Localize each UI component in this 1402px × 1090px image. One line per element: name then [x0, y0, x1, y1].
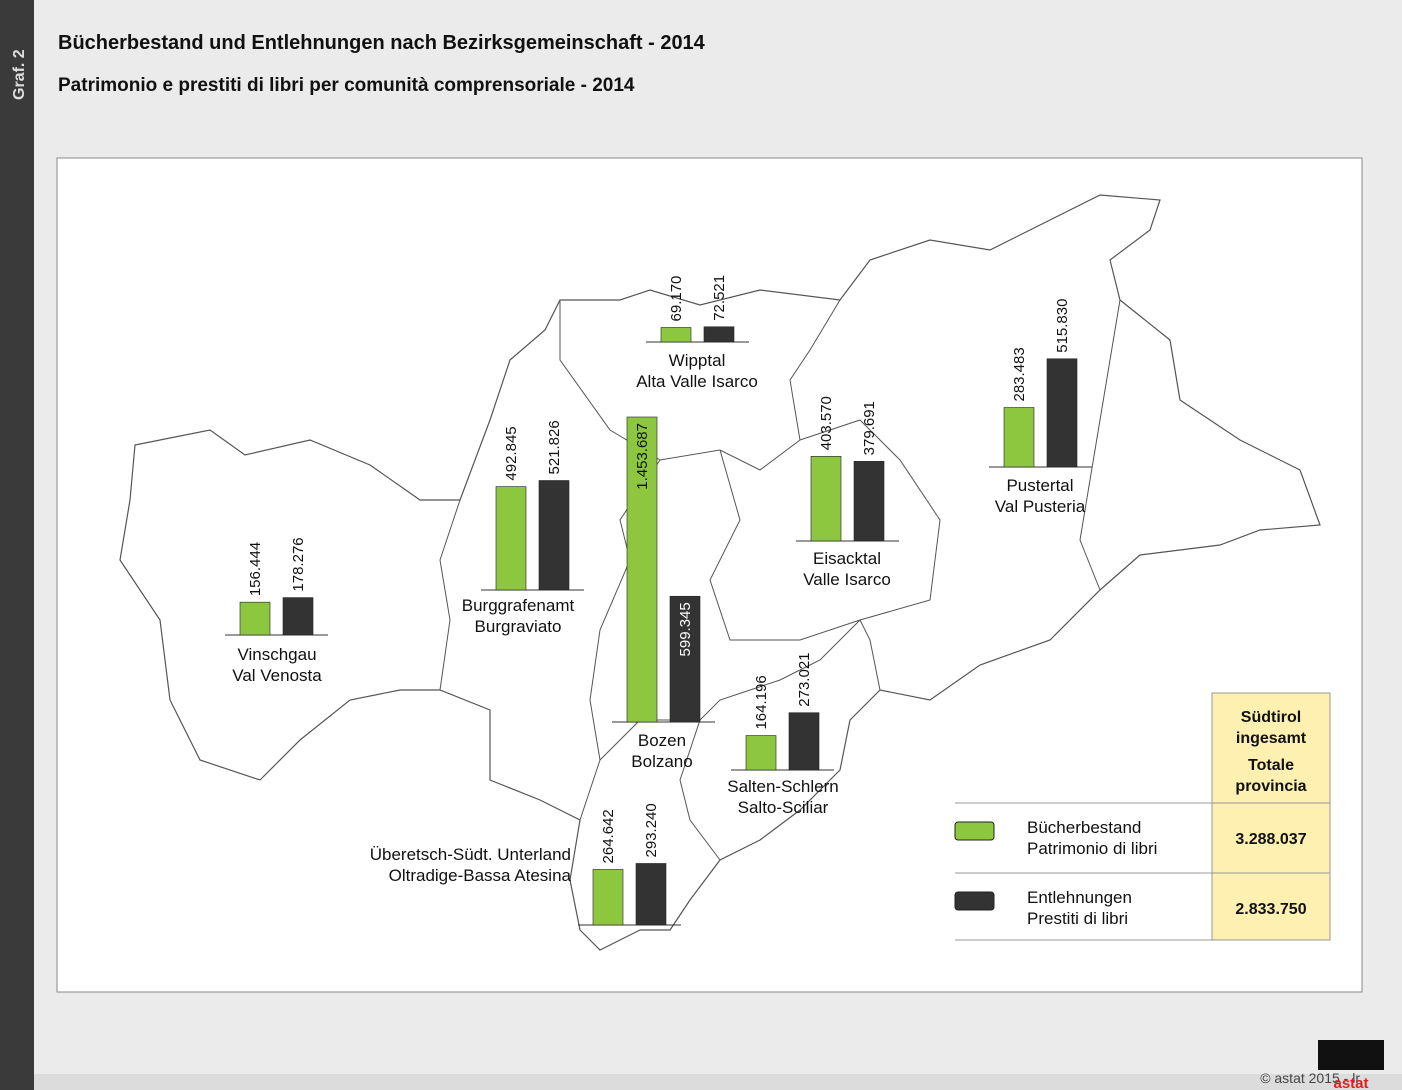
footer-text: © astat 2015 - lr: [1260, 1070, 1360, 1086]
bar: [660, 327, 692, 343]
value-label: 403.570: [818, 396, 835, 450]
legend-label: Entlehnungen: [1027, 888, 1132, 907]
region-label: Burgraviato: [475, 617, 562, 636]
footer-bar: [34, 1074, 1402, 1090]
value-label: 515.830: [1054, 299, 1071, 353]
legend-label: Bücherbestand: [1027, 818, 1141, 837]
total-value: 2.833.750: [1235, 901, 1306, 918]
region-label: Alta Valle Isarco: [636, 372, 758, 391]
legend-label: Prestiti di libri: [1027, 909, 1128, 928]
value-label: 1.453.687: [634, 423, 651, 490]
totals-header: Totale: [1248, 757, 1294, 774]
value-label: 273.021: [796, 652, 813, 706]
totals-header: provincia: [1235, 778, 1306, 795]
bar: [788, 712, 820, 771]
title: Bücherbestand und Entlehnungen nach Bezi…: [58, 32, 706, 54]
value-label: 599.345: [677, 602, 694, 656]
bar: [635, 863, 667, 926]
bar: [669, 595, 701, 723]
logo: astat: [1333, 1075, 1368, 1090]
value-label: 178.276: [290, 537, 307, 591]
value-label: 164.196: [753, 675, 770, 729]
side-bar: [0, 0, 34, 1090]
region-label: Wipptal: [669, 351, 726, 370]
bar: [592, 869, 624, 926]
region-label: Burggrafenamt: [462, 596, 575, 615]
bar: [703, 326, 735, 343]
subtitle: Patrimonio e prestiti di libri per comun…: [58, 75, 635, 96]
value-label: 156.444: [247, 542, 264, 596]
region-label: Bolzano: [631, 752, 692, 771]
map-frame: [56, 157, 1363, 993]
bar: [538, 480, 570, 591]
value-label: 69.170: [668, 276, 685, 322]
value-label: 72.521: [711, 275, 728, 321]
region-label: Eisacktal: [813, 549, 881, 568]
bar: [626, 416, 658, 723]
value-label: 492.845: [503, 426, 520, 480]
region-label: Pustertal: [1006, 476, 1073, 495]
map-outline: [119, 194, 1321, 951]
logo-mark: [1318, 1040, 1384, 1070]
value-label: 293.240: [643, 803, 660, 857]
region-label: Valle Isarco: [803, 570, 891, 589]
total-value: 3.288.037: [1235, 831, 1306, 848]
legend-table: [955, 692, 1331, 941]
bar: [239, 601, 271, 636]
value-label: 283.483: [1011, 347, 1028, 401]
region-label: Bozen: [638, 731, 686, 750]
region-label: Oltradige-Bassa Atesina: [389, 866, 572, 885]
bar: [495, 486, 527, 591]
value-label: 379.691: [861, 401, 878, 455]
footer: © astat 2015 - lr: [1260, 1070, 1360, 1086]
bar: [853, 461, 885, 542]
legend-label: Patrimonio di libri: [1027, 839, 1157, 858]
region-label: Val Pusteria: [995, 497, 1086, 516]
legend-swatch: [954, 821, 995, 841]
legend-swatch: [954, 891, 995, 911]
bar: [810, 456, 842, 542]
graphic-label: Graf. 2: [11, 49, 28, 100]
value-label: 521.826: [546, 420, 563, 474]
region-label: Vinschgau: [237, 645, 316, 664]
region-label: Val Venosta: [232, 666, 322, 685]
bar: [1003, 407, 1035, 468]
region-label: Salten-Schlern: [727, 777, 839, 796]
totals-header: ingesamt: [1236, 730, 1307, 747]
bar: [745, 735, 777, 771]
value-label: 264.642: [600, 809, 617, 863]
bar: [282, 597, 314, 636]
totals-header: Südtirol: [1241, 709, 1301, 726]
region-label: Salto-Sciliar: [738, 798, 829, 817]
bar: [1046, 358, 1078, 468]
region-label: Überetsch-Südt. Unterland: [370, 845, 571, 864]
